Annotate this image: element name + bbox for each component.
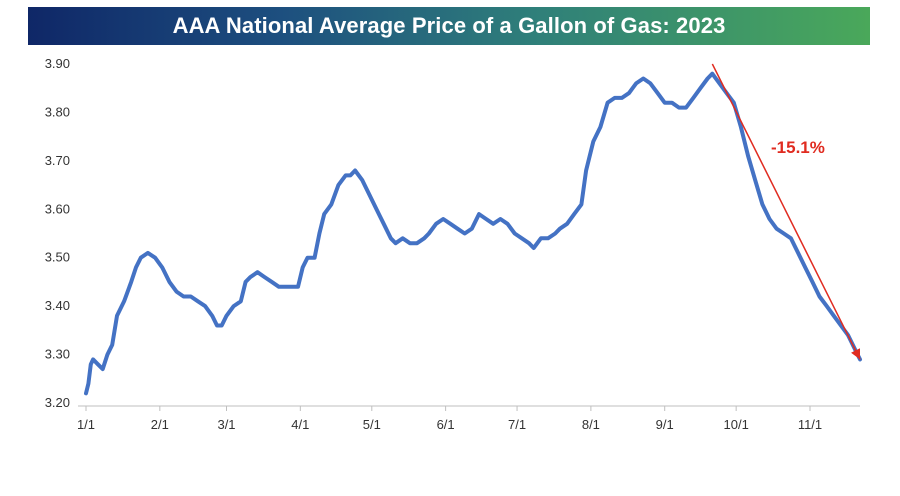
gas-price-series-line (84, 71, 862, 396)
x-tick-label: 1/1 (77, 417, 95, 432)
y-tick-label: 3.20 (45, 395, 70, 410)
x-tick-label: 5/1 (363, 417, 381, 432)
x-tick-label: 4/1 (291, 417, 309, 432)
x-tick-label: 9/1 (656, 417, 674, 432)
x-tick-label: 8/1 (582, 417, 600, 432)
x-tick-label: 3/1 (217, 417, 235, 432)
y-tick-label: 3.50 (45, 250, 70, 265)
annotation-layer: -15.1% (711, 63, 861, 360)
trend-arrow-head (851, 348, 861, 360)
y-tick-label: 3.40 (45, 298, 70, 313)
y-tick-label: 3.60 (45, 201, 70, 216)
x-tick-label: 11/1 (798, 417, 822, 432)
y-axis-ticks: 3.20 3.30 3.40 3.50 3.60 3.70 3.80 3.90 (45, 56, 70, 410)
x-tick-label: 6/1 (437, 417, 455, 432)
percent-change-label: -15.1% (771, 138, 825, 157)
x-tick-label: 2/1 (151, 417, 169, 432)
x-tick-label: 7/1 (508, 417, 526, 432)
x-tick-label: 10/1 (724, 417, 749, 432)
series-layer (84, 71, 862, 396)
x-axis-ticks: 1/1 2/1 3/1 4/1 5/1 6/1 7/1 8/1 9/1 10/1 11/1 (77, 406, 822, 432)
y-tick-label: 3.90 (45, 56, 70, 71)
trend-arrow-line (711, 63, 861, 360)
y-tick-label: 3.80 (45, 104, 70, 119)
chart-title: AAA National Average Price of a Gallon o… (28, 7, 870, 45)
y-tick-label: 3.70 (45, 153, 70, 168)
y-tick-label: 3.30 (45, 347, 70, 362)
